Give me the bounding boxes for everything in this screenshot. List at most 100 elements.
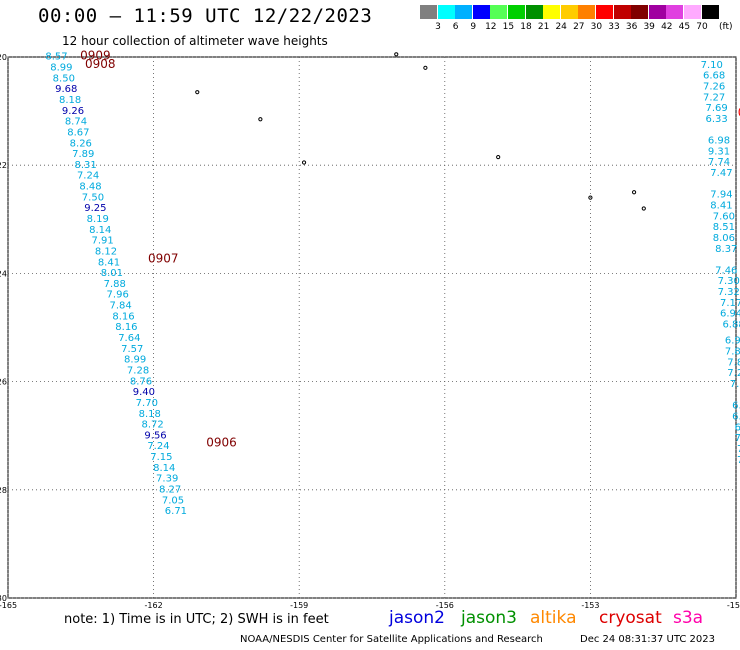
scale-swatch <box>684 5 701 19</box>
generated-timestamp: Dec 24 08:31:37 UTC 2023 <box>580 634 715 645</box>
wave-height-value: 8.51 <box>713 222 735 233</box>
wave-height-value: 7.69 <box>705 103 727 114</box>
wave-height-value: 6.92 <box>732 411 740 422</box>
satellite-cryosat: cryosat <box>599 608 662 628</box>
wave-height-value: 8.37 <box>715 244 737 255</box>
scale-label: 30 <box>590 22 603 32</box>
scale-label: 12 <box>485 22 497 32</box>
wave-height-value: 7.27 <box>703 92 725 103</box>
wave-height-value: 7.57 <box>121 344 143 355</box>
longitude-tick-label: -162 <box>145 601 163 610</box>
wave-height-value: 8.72 <box>141 420 163 431</box>
latitude-tick-label: -24 <box>0 269 7 278</box>
wave-height-value: 7.28 <box>127 365 149 376</box>
wave-height-value: 7.26 <box>703 81 725 92</box>
credit-line: NOAA/NESDIS Center for Satellite Applica… <box>240 634 543 645</box>
island-outline <box>423 65 428 70</box>
wave-height-value: 8.99 <box>50 63 72 74</box>
scale-swatch <box>525 5 543 19</box>
scale-label: 3 <box>435 22 441 32</box>
wave-height-value: 7.77 <box>737 455 740 466</box>
latitude-tick-label: -26 <box>0 378 7 387</box>
latitude-tick-label: -22 <box>0 161 7 170</box>
satellite-jason2: jason2 <box>389 608 445 628</box>
wave-height-value: 9.56 <box>144 430 166 441</box>
pass-time-label: 0906 <box>206 436 237 450</box>
satellite-jason3: jason3 <box>461 608 517 628</box>
wave-height-value: 8.41 <box>710 200 732 211</box>
scale-label: 24 <box>555 22 567 32</box>
footer-note: note: 1) Time is in UTC; 2) SWH is in fe… <box>64 612 329 627</box>
scale-label: 39 <box>643 22 655 32</box>
wave-height-value: 7.17 <box>720 298 740 309</box>
wave-height-value: 7.93 <box>737 444 740 455</box>
wave-height-value: 7.50 <box>82 192 104 203</box>
longitude-tick-label: -156 <box>436 601 454 610</box>
island-outline <box>588 195 593 200</box>
wave-height-value: 7.24 <box>77 171 99 182</box>
wave-height-value: 7.15 <box>150 452 172 463</box>
wave-height-value: 6.98 <box>725 336 740 347</box>
wave-height-value: 7.94 <box>710 190 732 201</box>
scale-label: 33 <box>608 22 620 32</box>
wave-height-value: 8.01 <box>101 268 123 279</box>
wave-height-value: 8.74 <box>65 117 87 128</box>
wave-height-value: 6.68 <box>703 71 725 82</box>
wave-height-value: 8.67 <box>67 127 89 138</box>
island-outline <box>641 206 646 211</box>
pass-time-label: 0908 <box>85 57 116 71</box>
wave-height-value: 8.41 <box>98 257 120 268</box>
latitude-tick-label: -28 <box>0 486 7 495</box>
wave-height-value: 8.18 <box>59 95 81 106</box>
longitude-tick-label: -159 <box>290 601 308 610</box>
scale-swatch <box>472 5 490 19</box>
wave-height-value: 7.88 <box>104 279 126 290</box>
wave-height-value: 7.10 <box>701 60 723 71</box>
scale-swatch <box>596 5 613 19</box>
wave-height-value: 6.57 <box>732 401 740 412</box>
wave-height-value: 7.46 <box>715 265 737 276</box>
chart-title: 00:00 – 11:59 UTC 12/22/2023 <box>38 5 373 27</box>
wave-height-value: 7.39 <box>156 474 178 485</box>
satellite-altika: altika <box>530 608 577 628</box>
wave-height-value: 7.30 <box>718 276 740 287</box>
wave-height-value: 7.84 <box>109 301 131 312</box>
scale-swatch <box>701 5 719 19</box>
wave-height-value: 9.31 <box>708 146 730 157</box>
wave-height-value: 8.16 <box>115 322 137 333</box>
wave-height-value: 8.50 <box>53 73 75 84</box>
wave-height-value: 8.19 <box>87 214 109 225</box>
wave-height-value: 6.33 <box>705 114 727 125</box>
longitude-tick-label: -150 <box>727 601 740 610</box>
wave-height-value: 8.14 <box>153 463 175 474</box>
scale-swatch <box>666 5 684 19</box>
wave-height-value: 7.60 <box>713 211 735 222</box>
wave-height-value: 8.27 <box>159 485 181 496</box>
chart-subtitle: 12 hour collection of altimeter wave hei… <box>62 34 328 48</box>
wave-height-value: 8.14 <box>89 225 111 236</box>
scale-swatch <box>543 5 561 19</box>
longitude-tick-label: -165 <box>0 601 17 610</box>
scale-label: 18 <box>520 22 532 32</box>
scale-label: 27 <box>573 22 585 32</box>
satellite-s3a: s3a <box>673 608 704 628</box>
wave-height-value: 8.12 <box>95 246 117 257</box>
wave-height-value: 7.29 <box>727 368 740 379</box>
scale-swatch <box>490 5 508 19</box>
scale-label: 70 <box>696 22 708 32</box>
wave-height-value: 7.89 <box>72 149 94 160</box>
island-outline <box>258 117 263 122</box>
scale-swatch <box>578 5 596 19</box>
wave-height-value: 7.74 <box>708 157 730 168</box>
wave-height-value: 8.57 <box>45 52 67 63</box>
pass-time-label: 0758 <box>738 106 740 120</box>
wave-height-value: 8.16 <box>112 311 134 322</box>
wave-height-value: 6.88 <box>735 422 740 433</box>
wave-height-value: 8.26 <box>70 138 92 149</box>
wave-height-value: 7.88 <box>727 357 740 368</box>
scale-label: 42 <box>661 22 673 32</box>
wave-height-value: 6.98 <box>708 136 730 147</box>
wave-height-value: 6.94 <box>720 309 740 320</box>
scale-swatch <box>508 5 525 19</box>
wave-height-value: 9.25 <box>84 203 106 214</box>
